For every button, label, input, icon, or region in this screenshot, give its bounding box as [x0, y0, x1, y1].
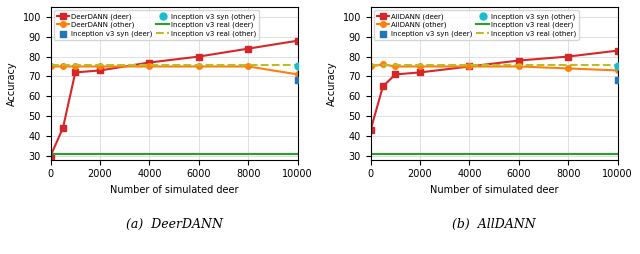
Inception v3 real (other): [367, 64, 374, 67]
DeerDANN (other): [72, 65, 79, 68]
AllDANN (deer): [564, 55, 572, 58]
X-axis label: Number of simulated deer: Number of simulated deer: [430, 185, 559, 195]
Inception v3 real (deer): [47, 152, 54, 155]
Inception v3 syn (deer): [292, 78, 303, 82]
Text: (a)  DeerDANN: (a) DeerDANN: [125, 218, 223, 231]
Line: AllDANN (deer): AllDANN (deer): [368, 48, 621, 133]
DeerDANN (deer): [294, 39, 301, 42]
Inception v3 real (other): [47, 64, 54, 67]
DeerDANN (deer): [72, 71, 79, 74]
DeerDANN (deer): [146, 61, 154, 64]
Line: AllDANN (other): AllDANN (other): [368, 62, 621, 73]
Text: (b)  AllDANN: (b) AllDANN: [452, 218, 536, 231]
X-axis label: Number of simulated deer: Number of simulated deer: [110, 185, 239, 195]
DeerDANN (deer): [244, 47, 252, 50]
Inception v3 real (deer): [367, 152, 374, 155]
Legend: DeerDANN (deer), DeerDANN (other), Inception v3 syn (deer), Inception v3 syn (ot: DeerDANN (deer), DeerDANN (other), Incep…: [54, 10, 259, 40]
DeerDANN (other): [59, 65, 67, 68]
AllDANN (other): [614, 69, 621, 72]
DeerDANN (deer): [195, 55, 203, 58]
DeerDANN (other): [47, 65, 54, 68]
Line: DeerDANN (other): DeerDANN (other): [48, 64, 301, 77]
Inception v3 syn (other): [612, 65, 623, 69]
AllDANN (other): [564, 67, 572, 70]
AllDANN (deer): [466, 65, 474, 68]
Inception v3 syn (other): [292, 65, 303, 69]
AllDANN (other): [379, 63, 387, 66]
AllDANN (deer): [367, 129, 374, 132]
AllDANN (deer): [614, 49, 621, 52]
DeerDANN (other): [96, 65, 104, 68]
AllDANN (deer): [515, 59, 523, 62]
AllDANN (other): [466, 65, 474, 68]
DeerDANN (other): [244, 65, 252, 68]
Inception v3 real (other): [367, 64, 374, 67]
Inception v3 real (other): [47, 64, 54, 67]
Legend: AllDANN (deer), AllDANN (other), Inception v3 syn (deer), Inception v3 syn (othe: AllDANN (deer), AllDANN (other), Incepti…: [374, 10, 579, 40]
DeerDANN (deer): [96, 69, 104, 72]
Y-axis label: Accuracy: Accuracy: [327, 61, 337, 106]
Inception v3 real (deer): [367, 152, 374, 155]
DeerDANN (other): [146, 65, 154, 68]
Line: DeerDANN (deer): DeerDANN (deer): [48, 38, 301, 158]
DeerDANN (other): [294, 73, 301, 76]
AllDANN (other): [416, 65, 424, 68]
AllDANN (deer): [379, 85, 387, 88]
AllDANN (deer): [416, 71, 424, 74]
AllDANN (deer): [392, 73, 399, 76]
DeerDANN (deer): [47, 154, 54, 157]
DeerDANN (other): [195, 65, 203, 68]
AllDANN (other): [392, 65, 399, 68]
Inception v3 syn (deer): [612, 78, 623, 82]
AllDANN (other): [367, 65, 374, 68]
Y-axis label: Accuracy: Accuracy: [7, 61, 17, 106]
Inception v3 real (deer): [47, 152, 54, 155]
AllDANN (other): [515, 65, 523, 68]
DeerDANN (deer): [59, 126, 67, 130]
